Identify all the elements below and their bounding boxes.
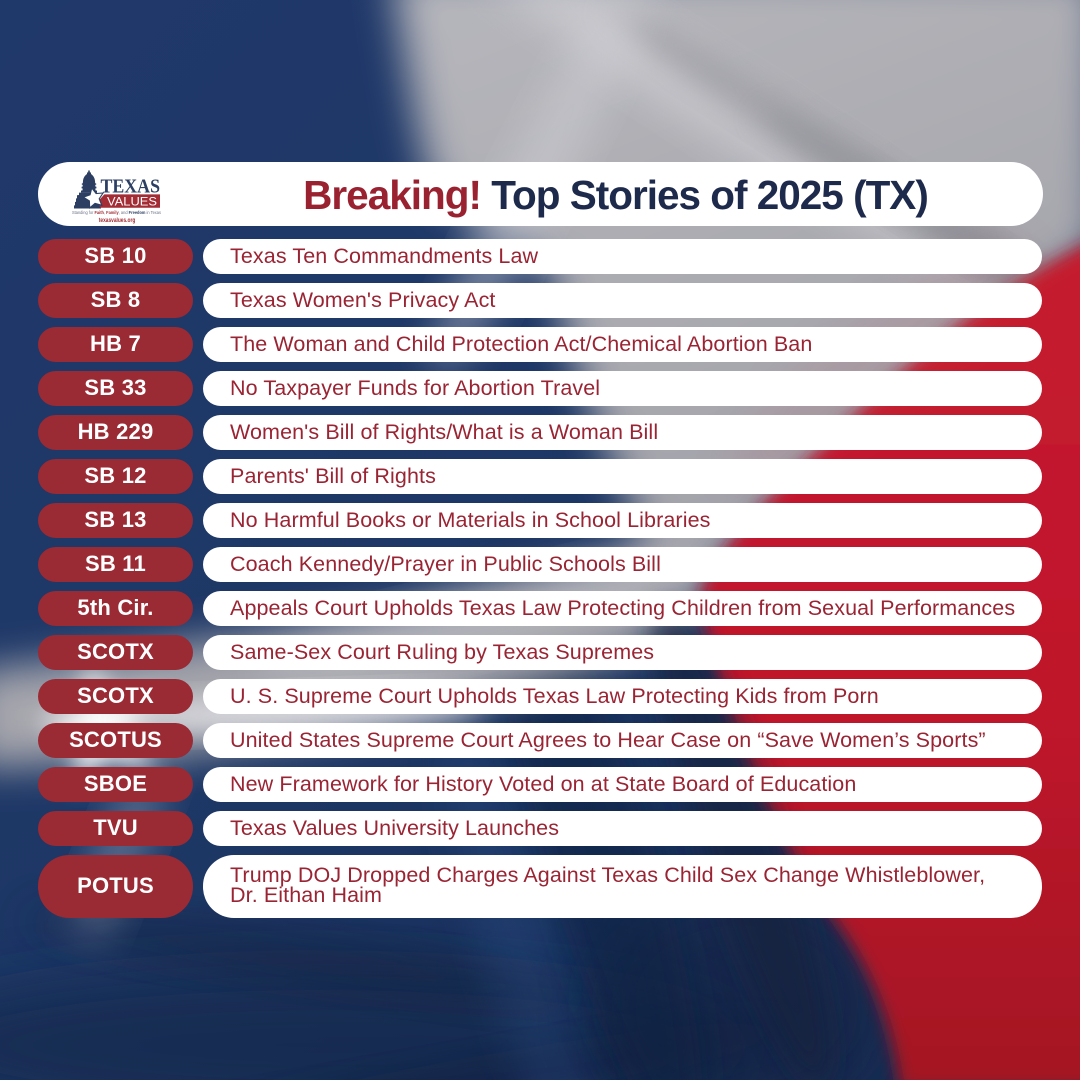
svg-text:VALUES: VALUES	[107, 196, 157, 208]
svg-text:Standing for Faith, Family, an: Standing for Faith, Family, and Freedom …	[72, 210, 161, 215]
svg-text:TEXAS: TEXAS	[101, 177, 161, 198]
svg-text:texasvalues.org: texasvalues.org	[99, 217, 136, 224]
